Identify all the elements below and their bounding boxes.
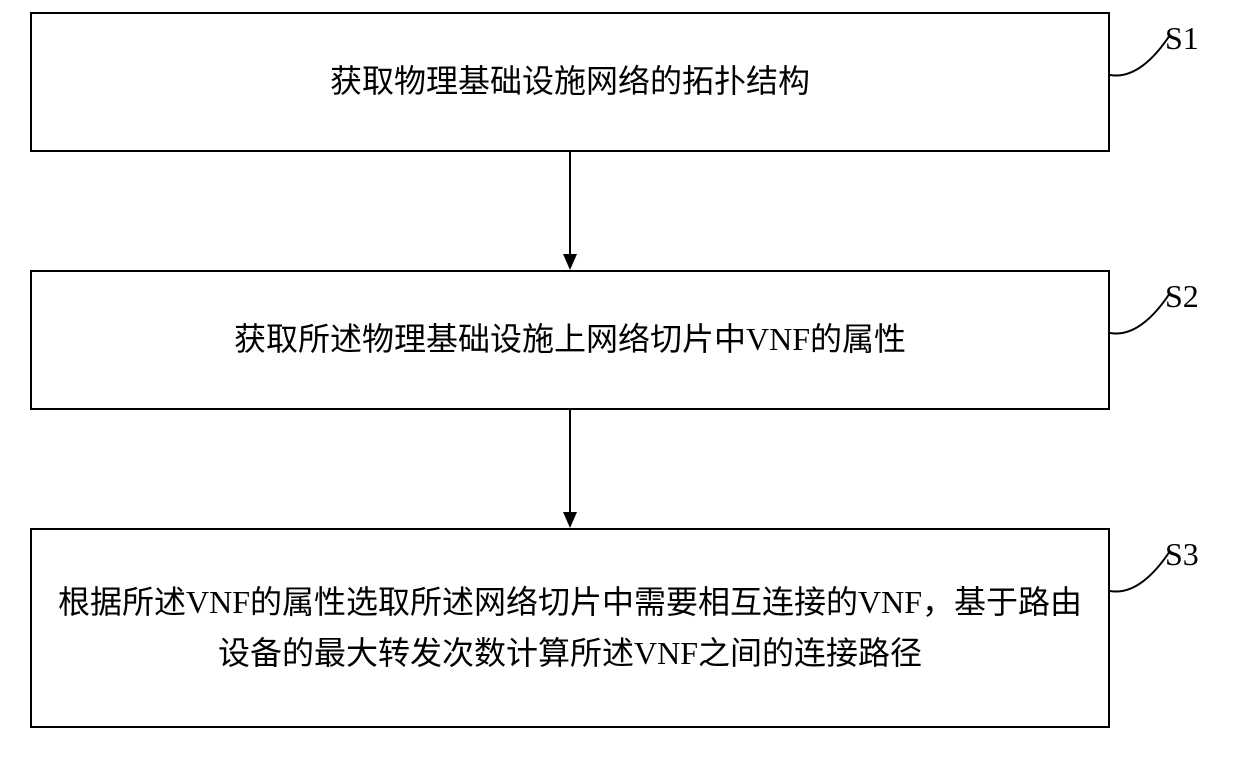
flowchart-container: 获取物理基础设施网络的拓扑结构 S1 获取所述物理基础设施上网络切片中VNF的属性 S… bbox=[0, 0, 1240, 771]
arrow-s1-to-s2 bbox=[560, 152, 580, 270]
connector-curve bbox=[1110, 546, 1170, 601]
step-text: 获取所述物理基础设施上网络切片中VNF的属性 bbox=[234, 314, 906, 365]
step-label-s3: S3 bbox=[1165, 536, 1199, 573]
step-box-s2: 获取所述物理基础设施上网络切片中VNF的属性 bbox=[30, 270, 1110, 410]
step-box-s3: 根据所述VNF的属性选取所述网络切片中需要相互连接的VNF，基于路由设备的最大转… bbox=[30, 528, 1110, 728]
step-text: 获取物理基础设施网络的拓扑结构 bbox=[330, 56, 810, 107]
connector-curve bbox=[1110, 288, 1170, 343]
connector-curve bbox=[1110, 30, 1170, 85]
arrow-s2-to-s3 bbox=[560, 410, 580, 528]
step-label-s2: S2 bbox=[1165, 278, 1199, 315]
step-label-s1: S1 bbox=[1165, 20, 1199, 57]
step-text: 根据所述VNF的属性选取所述网络切片中需要相互连接的VNF，基于路由设备的最大转… bbox=[52, 577, 1088, 679]
step-box-s1: 获取物理基础设施网络的拓扑结构 bbox=[30, 12, 1110, 152]
